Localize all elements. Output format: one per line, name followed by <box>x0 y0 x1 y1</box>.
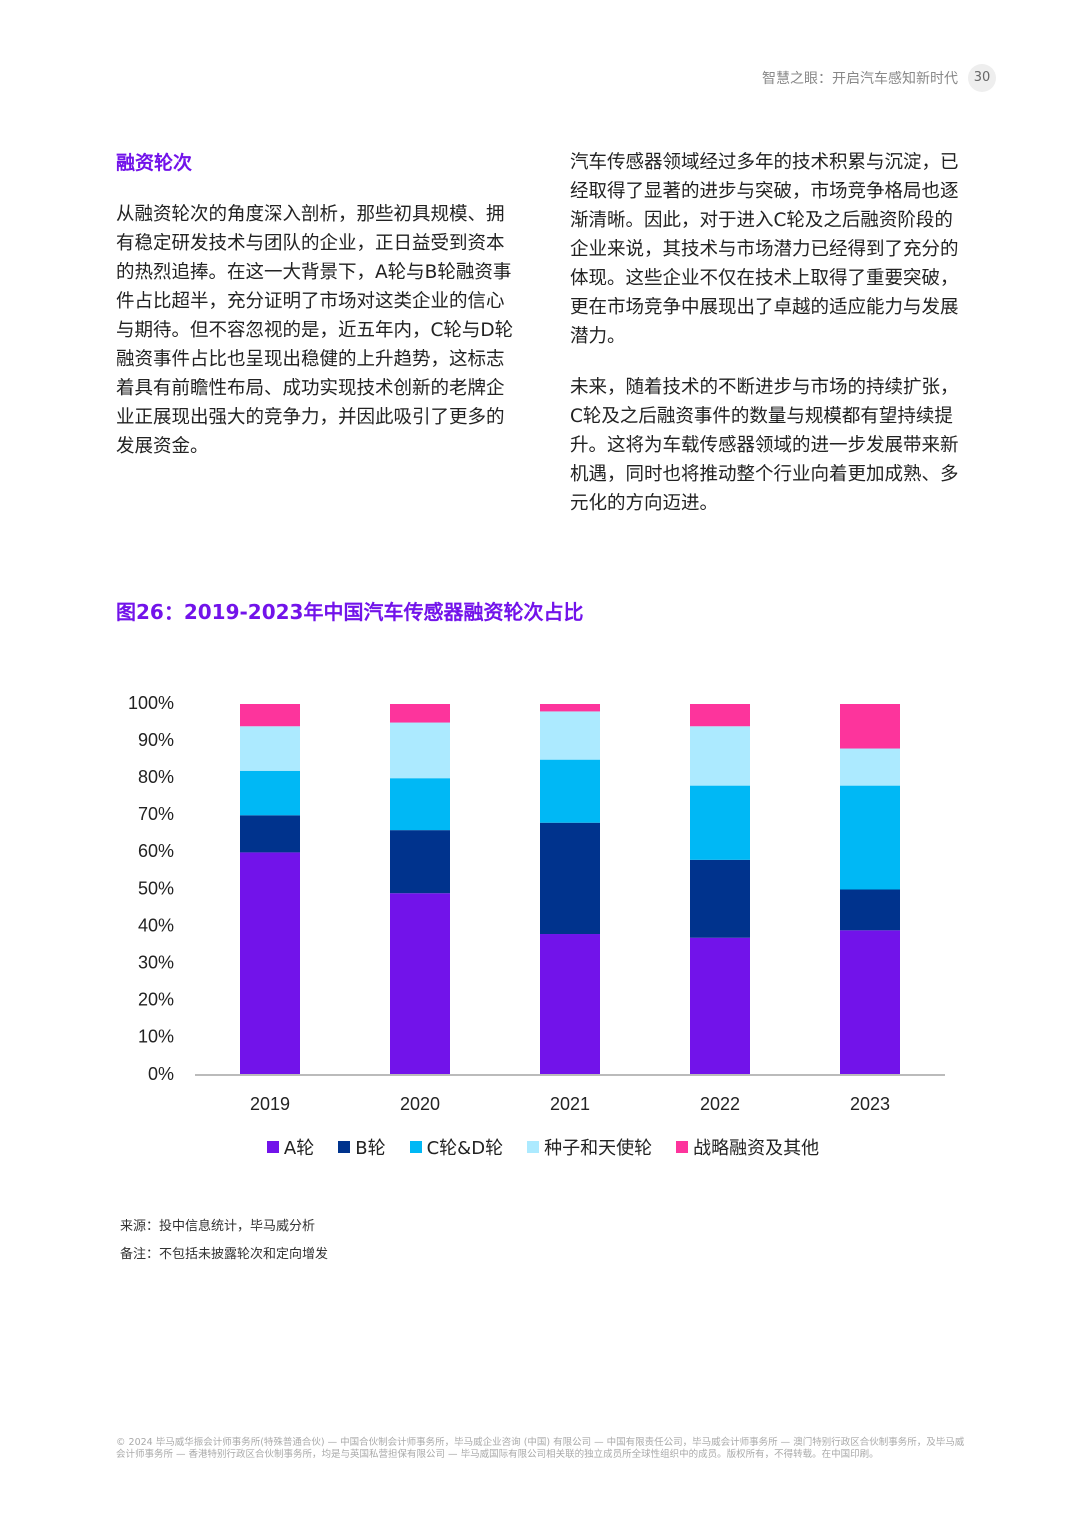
x-tick-label: 2020 <box>400 1094 440 1114</box>
paragraph: 未来，随着技术的不断进步与市场的持续扩张，C轮及之后融资事件的数量与规模都有望持… <box>570 377 959 514</box>
bar-segment <box>540 704 600 712</box>
x-tick-label: 2022 <box>700 1094 740 1114</box>
legend-item: 种子和天使轮 <box>527 1134 652 1160</box>
x-tick-label: 2021 <box>550 1094 590 1114</box>
bar-segment <box>240 815 300 853</box>
bar-segment <box>690 785 750 860</box>
legend-label: 种子和天使轮 <box>544 1138 653 1159</box>
bar-segment <box>540 759 600 823</box>
legend-swatch <box>266 1141 279 1153</box>
bar-segment <box>240 852 300 1075</box>
section-heading: 融资轮次 <box>116 152 193 174</box>
paragraph: 汽车传感器领域经过多年的技术积累与沉淀，已经取得了显著的进步与突破，市场竞争格局… <box>570 152 959 347</box>
bar-segment <box>240 770 300 816</box>
page-number: 30 <box>968 64 996 92</box>
bar-segment <box>240 726 300 771</box>
legend-label: 战略融资及其他 <box>693 1138 820 1159</box>
header-title: 智慧之眼：开启汽车感知新时代 <box>762 71 958 87</box>
legend-label: A轮 <box>283 1138 315 1159</box>
legend-item: C轮&D轮 <box>409 1134 504 1160</box>
bar-segment <box>690 726 750 786</box>
note: 备注：不包括未披露轮次和定向增发 <box>120 1247 329 1262</box>
legend-label: C轮&D轮 <box>426 1138 504 1159</box>
y-tick-label: 10% <box>138 1027 174 1047</box>
x-tick-label: 2019 <box>250 1094 290 1114</box>
bar-segment <box>840 785 900 890</box>
bar-segment <box>540 934 600 1075</box>
legend: A轮 B轮 C轮&D轮 种子和天使轮 战略融资及其他 <box>0 1134 1080 1160</box>
y-tick-label: 100% <box>128 693 174 713</box>
bar-segment <box>390 830 450 894</box>
chart-title: 图26：2019-2023年中国汽车传感器融资轮次占比 <box>116 600 584 624</box>
bar-segment <box>390 704 450 723</box>
legend-swatch <box>338 1141 351 1153</box>
legend-item: A轮 <box>266 1134 315 1160</box>
x-tick-label: 2023 <box>850 1094 890 1114</box>
y-tick-label: 20% <box>138 990 174 1010</box>
legend-item: 战略融资及其他 <box>676 1134 819 1160</box>
bar-segment <box>390 722 450 779</box>
bar-segment <box>840 704 900 749</box>
bar-segment <box>840 930 900 1075</box>
legend-swatch <box>676 1141 689 1153</box>
y-tick-label: 0% <box>148 1064 174 1084</box>
y-tick-label: 70% <box>138 804 174 824</box>
y-tick-label: 50% <box>138 878 174 898</box>
source: 来源：投中信息统计，毕马威分析 <box>120 1219 316 1234</box>
paragraph: 从融资轮次的角度深入剖析，那些初具规模、拥有稳定研发技术与团队的企业，正日益受到… <box>116 204 514 457</box>
bar-segment <box>690 937 750 1075</box>
bar-segment <box>690 859 750 938</box>
footer: © 2024 毕马威华振会计师事务所(特殊普通合伙) — 中国合伙制会计师事务所… <box>116 1437 965 1460</box>
y-tick-label: 80% <box>138 767 174 787</box>
y-tick-label: 90% <box>138 730 174 750</box>
bar-segment <box>540 711 600 760</box>
bar-segment <box>840 889 900 931</box>
legend-swatch <box>409 1141 422 1153</box>
bar-segment <box>840 748 900 786</box>
bar-segment <box>390 893 450 1075</box>
legend-label: B轮 <box>355 1138 386 1159</box>
bar-segment <box>240 704 300 727</box>
bar-segment <box>690 704 750 727</box>
chart: 0% 10% 20% 30% 40% 50% 60% 70% 80% 90% 100% 2019 202… <box>128 693 945 1114</box>
legend-swatch <box>527 1141 540 1153</box>
bar-segment <box>540 822 600 935</box>
bar-segment <box>390 778 450 831</box>
y-tick-label: 40% <box>138 915 174 935</box>
y-tick-label: 60% <box>138 841 174 861</box>
legend-item: B轮 <box>338 1134 386 1160</box>
y-tick-label: 30% <box>138 952 174 972</box>
